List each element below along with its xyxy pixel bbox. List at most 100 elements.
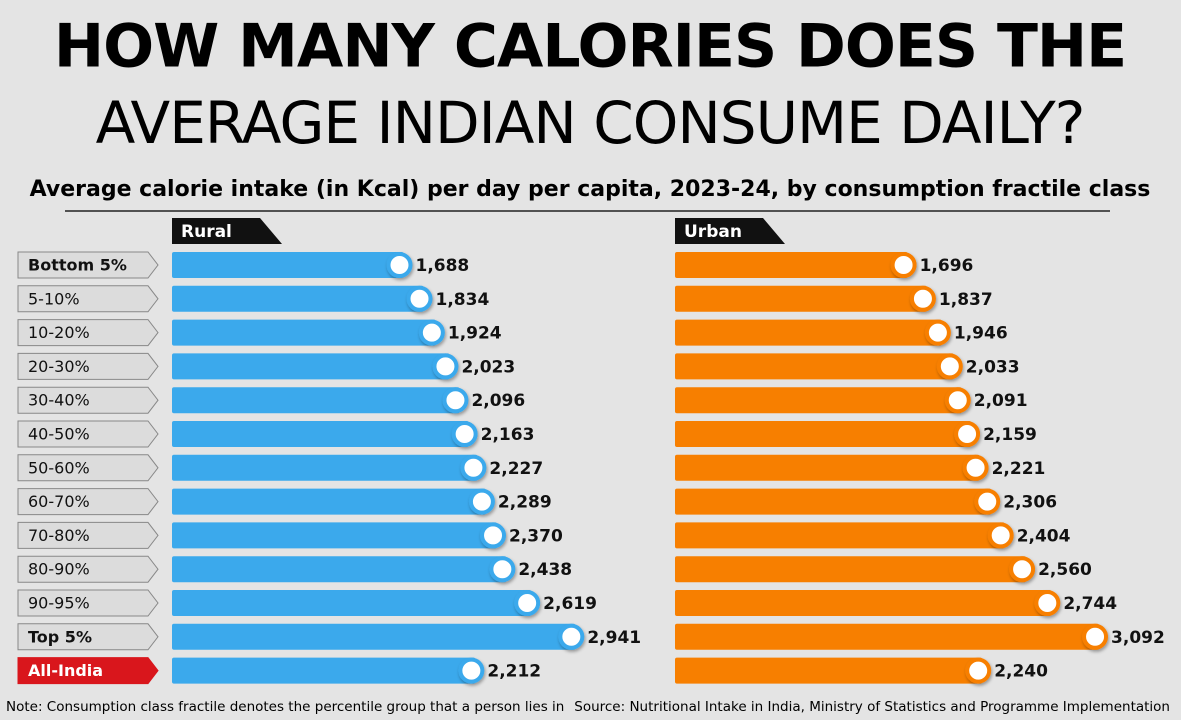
bar [675,252,908,278]
bar-end-dot [386,252,413,278]
bar [675,387,962,414]
category-tag [17,589,159,617]
value-label: 2,941 [587,628,641,648]
bar [172,454,478,481]
bar-end-dot [987,522,1014,549]
bar-end-dot [890,252,917,278]
value-label: 2,289 [498,493,552,513]
bar [172,421,469,447]
panel-header-tab [172,218,282,244]
category-tag [17,251,159,279]
bar [172,488,486,515]
bar-end-dot [962,454,989,481]
category-tag [17,386,159,414]
bar-end-dot [965,657,992,684]
title-line: AVERAGE INDIAN CONSUME DAILY? [96,89,1085,157]
bar-end-dot [909,285,936,312]
bar [675,285,927,312]
bar-end-dot [924,319,951,346]
bar-end-dot [480,522,507,549]
panel-header: Urban [684,222,742,242]
bar [172,623,576,650]
bar-end-dot [936,353,963,380]
bar-end-dot [432,353,459,380]
subtitle: Average calorie intake (in Kcal) per day… [30,177,1151,202]
bar [675,623,1100,650]
bar-end-dot [974,488,1001,515]
bar-end-dot [558,623,585,650]
bar [172,353,450,380]
bar-end-dot [442,387,469,414]
bar-end-dot [514,590,541,616]
bar [675,522,1005,549]
bar [172,252,404,278]
bar-end-dot [418,319,445,346]
category-label: 80-90% [28,560,90,579]
value-label: 2,560 [1038,560,1092,580]
category-tag [17,420,159,448]
category-label: 60-70% [28,492,90,511]
panel-header: Rural [181,222,232,242]
bar [172,590,532,616]
category-tag [17,555,159,583]
value-label: 1,837 [939,290,993,310]
value-label: 2,306 [1003,493,1057,513]
bar-end-dot [460,454,487,481]
category-label: 70-80% [28,526,90,545]
bar [675,421,972,447]
bar [675,556,1027,583]
bar-end-dot [944,387,971,414]
category-label: 40-50% [28,425,90,444]
category-label: 5-10% [28,289,80,308]
value-label: 2,404 [1017,526,1071,546]
category-tag [17,454,159,482]
category-tag [17,521,159,549]
source: Source: Nutritional Intake in India, Min… [574,699,1170,715]
value-label: 2,096 [471,391,525,411]
category-tag [17,623,159,651]
bar [172,319,436,346]
value-label: 1,696 [920,256,974,276]
value-label: 2,023 [461,357,515,377]
bar-end-dot [468,488,495,515]
category-label: 90-95% [28,594,90,613]
bar [675,353,954,380]
category-label: All-India [28,661,103,680]
bar-end-dot [458,657,485,684]
value-label: 3,092 [1111,628,1165,648]
bar [172,285,424,312]
bar-end-dot [954,421,981,447]
bar [172,387,460,414]
category-label: Bottom 5% [28,256,127,275]
value-label: 2,091 [974,391,1028,411]
bar [675,590,1052,616]
category-tag [17,285,159,313]
category-tag [17,319,159,347]
bar [172,657,476,684]
bar-end-dot [1009,556,1036,583]
bar-end-dot [1082,623,1109,650]
bar [172,522,498,549]
value-label: 2,619 [543,594,597,614]
bar-end-dot [489,556,516,583]
title-line: HOW MANY CALORIES DOES THE [54,12,1126,82]
value-label: 1,924 [448,324,502,344]
bar [172,556,507,583]
category-tag [17,657,159,685]
bar-end-dot [406,285,433,312]
category-tag [17,352,159,380]
value-label: 1,688 [415,256,469,276]
value-label: 1,946 [954,324,1008,344]
value-label: 2,744 [1063,594,1117,614]
bar [675,454,980,481]
category-tag [17,488,159,516]
value-label: 2,227 [489,459,543,479]
value-label: 2,163 [481,425,535,445]
bar [675,488,992,515]
value-label: 2,221 [992,459,1046,479]
bar-end-dot [1034,590,1061,616]
bar-end-dot [451,421,478,447]
note: Note: Consumption class fractile denotes… [6,699,564,715]
value-label: 2,212 [487,662,541,682]
